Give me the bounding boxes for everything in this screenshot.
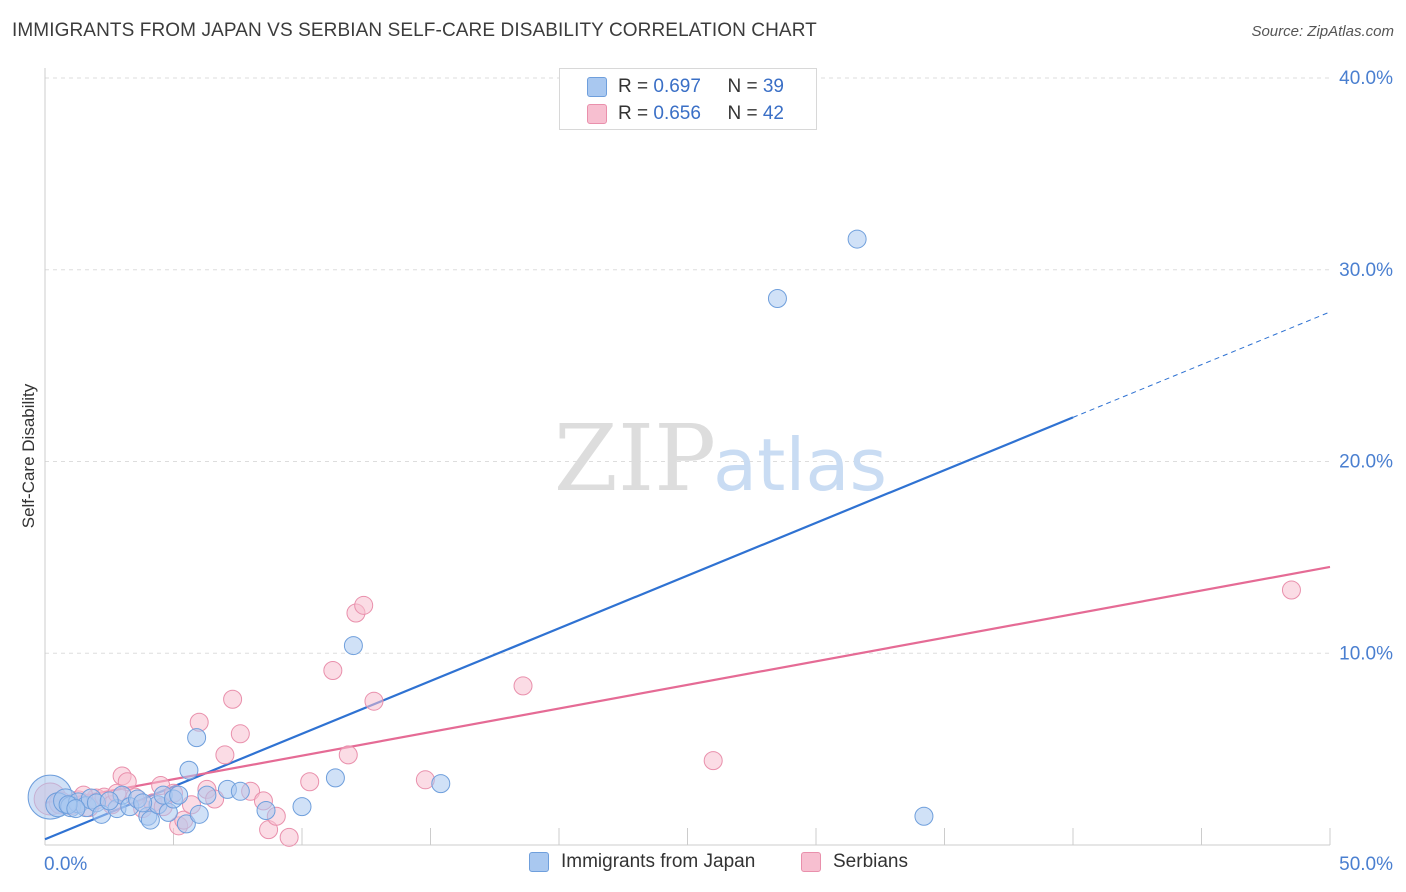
japan-n-value: 39 xyxy=(762,76,784,97)
japan-swatch xyxy=(587,77,607,97)
japan-point xyxy=(914,806,934,826)
legend-item-serb: Serbians xyxy=(801,851,908,873)
japan-point xyxy=(431,774,451,794)
chart-title: IMMIGRANTS FROM JAPAN VS SERBIAN SELF-CA… xyxy=(12,20,817,41)
japan-point xyxy=(230,781,250,801)
japan-point xyxy=(66,799,86,819)
japan-r-label: R = xyxy=(618,76,654,97)
stats-legend: R = 0.697 N = 39 R = 0.656 N = 42 xyxy=(559,68,817,130)
legend-item-japan: Immigrants from Japan xyxy=(529,851,755,873)
japan-point xyxy=(189,804,209,824)
serb-point xyxy=(279,827,299,847)
japan-point xyxy=(140,810,160,830)
serb-point xyxy=(1281,580,1301,600)
watermark-atlas: atlas xyxy=(713,423,887,507)
japan-point xyxy=(292,797,312,817)
serb-point xyxy=(364,691,384,711)
legend-serb-label: Serbians xyxy=(833,851,908,872)
axes xyxy=(44,68,1331,846)
grid-lines xyxy=(45,77,1330,654)
serb-point xyxy=(300,772,320,792)
serb-swatch xyxy=(587,104,607,124)
japan-point xyxy=(133,793,153,813)
serb-point xyxy=(223,689,243,709)
serb-n-label: N = xyxy=(727,103,763,124)
japan-point xyxy=(847,229,867,249)
japan-point xyxy=(197,785,217,805)
legend-serb-swatch xyxy=(801,852,821,872)
tick-labels: 10.0% 20.0% 30.0% 40.0% 0.0% 50.0% xyxy=(44,68,1393,875)
serb-point xyxy=(513,676,533,696)
watermark-zip: ZIP xyxy=(554,405,716,512)
serb-point xyxy=(215,745,235,765)
y-tick-label: 10.0% xyxy=(1339,643,1393,664)
serb-point xyxy=(230,724,250,744)
serb-r-value: 0.656 xyxy=(653,103,701,124)
data-points xyxy=(27,229,1301,847)
y-tick-label: 20.0% xyxy=(1339,452,1393,473)
trend-line-serb xyxy=(44,565,1331,804)
x-tick-label: 0.0% xyxy=(44,854,87,875)
serb-point xyxy=(703,751,723,771)
japan-point xyxy=(176,814,196,834)
x-tick-label: 50.0% xyxy=(1339,854,1393,875)
serb-point xyxy=(338,745,358,765)
legend-japan-label: Immigrants from Japan xyxy=(561,851,756,872)
japan-point xyxy=(256,800,276,820)
legend-japan-swatch xyxy=(529,852,549,872)
y-axis-label: Self-Care Disability xyxy=(19,383,38,528)
bottom-legend: Immigrants from Japan Serbians xyxy=(0,851,1406,879)
japan-n-label: N = xyxy=(727,76,763,97)
japan-point xyxy=(325,768,345,788)
serb-r-label: R = xyxy=(618,103,654,124)
japan-point xyxy=(343,636,363,656)
watermark: ZIP atlas xyxy=(554,405,887,512)
serb-point xyxy=(354,595,374,615)
japan-r-value: 0.697 xyxy=(653,76,701,97)
japan-point xyxy=(99,791,119,811)
trend-line-japan-extension xyxy=(1072,311,1331,418)
serb-n-value: 42 xyxy=(762,103,784,124)
japan-point xyxy=(169,785,189,805)
y-tick-label: 40.0% xyxy=(1339,68,1393,89)
serb-point xyxy=(323,661,343,681)
y-tick-label: 30.0% xyxy=(1339,260,1393,281)
trend-line-japan xyxy=(44,416,1074,841)
japan-point xyxy=(179,760,199,780)
source-label: Source: ZipAtlas.com xyxy=(1251,23,1394,40)
trend-lines xyxy=(44,311,1331,841)
japan-point xyxy=(187,728,207,748)
japan-point xyxy=(767,289,787,309)
